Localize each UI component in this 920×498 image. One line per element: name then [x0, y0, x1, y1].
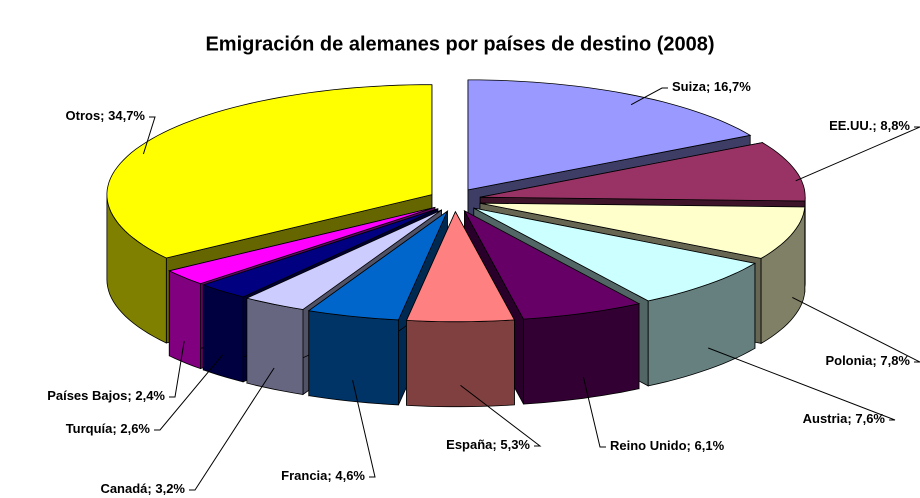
- data-label: Países Bajos; 2,4%: [47, 388, 165, 403]
- label-separator: ;: [492, 437, 500, 452]
- data-label: EE.UU.; 8,8%: [829, 118, 910, 133]
- category-label: Reino Unido: [610, 438, 687, 453]
- slice-top: [168, 207, 436, 285]
- leader-line: [708, 347, 896, 421]
- value-label: 4,6%: [335, 468, 365, 483]
- value-label: 2,6%: [120, 421, 150, 436]
- value-label: 34,7%: [108, 108, 145, 123]
- value-label: 7,8%: [880, 353, 910, 368]
- category-label: Países Bajos: [47, 388, 127, 403]
- leader-line: [169, 341, 185, 398]
- category-label: Canadá: [100, 481, 148, 496]
- slice-wall: [246, 297, 304, 395]
- leader-line: [460, 385, 542, 447]
- data-label: Austria; 7,6%: [803, 411, 886, 426]
- leader-line: [352, 380, 376, 478]
- leader-line: [795, 126, 920, 182]
- data-label: Otros; 34,7%: [66, 108, 146, 123]
- value-label: 3,2%: [155, 481, 185, 496]
- value-label: 8,8%: [880, 118, 910, 133]
- leader-line: [582, 376, 606, 448]
- slice-wall: [308, 310, 399, 406]
- slice: [307, 210, 449, 406]
- category-label: Suiza: [672, 79, 707, 94]
- slice-wall: [202, 284, 244, 383]
- data-label: Francia; 4,6%: [281, 468, 365, 483]
- data-label: Suiza; 16,7%: [672, 79, 751, 94]
- label-separator: ;: [147, 481, 155, 496]
- label-separator: ;: [112, 421, 120, 436]
- slice: [405, 210, 516, 408]
- category-label: Francia: [281, 468, 328, 483]
- value-label: 5,3%: [500, 437, 530, 452]
- data-label: Turquía; 2,6%: [66, 421, 151, 436]
- data-label: Reino Unido; 6,1%: [610, 438, 725, 453]
- label-separator: ;: [100, 108, 108, 123]
- value-label: 7,6%: [855, 411, 885, 426]
- category-label: Austria: [803, 411, 849, 426]
- data-label: Polonia; 7,8%: [825, 353, 910, 368]
- slice-wall: [406, 319, 515, 408]
- chart-title: Emigración de alemanes por países de des…: [205, 33, 714, 55]
- category-label: Otros: [66, 108, 101, 123]
- category-label: España: [446, 437, 493, 452]
- slice-top: [307, 210, 449, 321]
- label-separator: ;: [706, 79, 714, 94]
- label-separator: ;: [127, 388, 135, 403]
- data-label: España; 5,3%: [446, 437, 530, 452]
- leader-line: [189, 367, 275, 491]
- slice-top: [467, 79, 752, 191]
- slice-top: [202, 208, 438, 298]
- value-label: 6,1%: [695, 438, 725, 453]
- value-label: 2,4%: [135, 388, 165, 403]
- category-label: EE.UU.: [829, 118, 872, 133]
- slice-top: [463, 209, 641, 320]
- label-separator: ;: [872, 118, 880, 133]
- value-label: 16,7%: [714, 79, 751, 94]
- label-separator: ;: [872, 353, 880, 368]
- leader-line: [792, 296, 920, 363]
- label-separator: ;: [687, 438, 695, 453]
- slice-top: [473, 207, 757, 302]
- slice-wall: [168, 270, 201, 370]
- data-label: Canadá; 3,2%: [100, 481, 185, 496]
- slice-top: [480, 142, 806, 202]
- slice-top: [479, 202, 806, 259]
- leader-line: [142, 116, 156, 155]
- label-separator: ;: [327, 468, 335, 483]
- slice-top: [405, 210, 516, 323]
- slice-top: [245, 209, 442, 310]
- leader-line: [154, 354, 223, 431]
- leader-line: [630, 87, 668, 106]
- label-separator: ;: [847, 411, 855, 426]
- slice-wall: [523, 303, 640, 405]
- category-label: Turquía: [66, 421, 113, 436]
- category-label: Polonia: [825, 353, 873, 368]
- slice-top: [106, 84, 433, 259]
